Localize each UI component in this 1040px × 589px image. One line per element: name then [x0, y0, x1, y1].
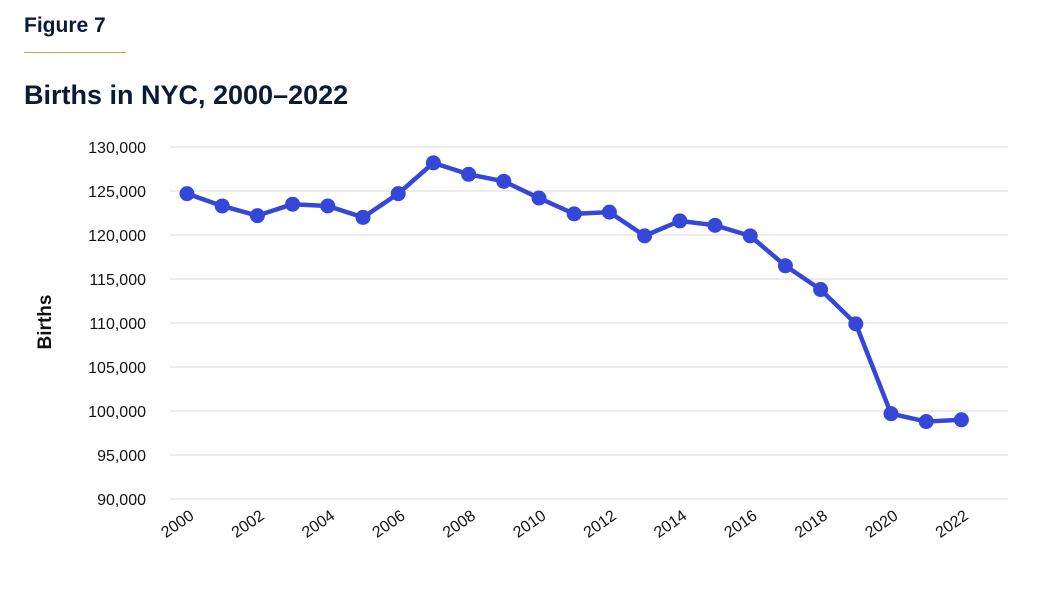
data-point	[214, 198, 230, 214]
data-point	[742, 228, 758, 244]
series-line	[186, 160, 962, 424]
data-point	[179, 186, 195, 202]
y-tick-label: 120,000	[88, 228, 146, 245]
data-point	[531, 190, 547, 206]
y-tick-label: 105,000	[88, 360, 146, 377]
data-point	[249, 208, 265, 224]
data-point	[813, 282, 829, 298]
data-point	[672, 213, 688, 229]
x-tick-label: 2010	[510, 507, 549, 541]
data-point	[707, 217, 723, 233]
figure-label-rule	[24, 52, 126, 53]
data-point	[496, 173, 512, 189]
y-tick-label: 90,000	[97, 492, 146, 509]
x-tick-label: 2016	[722, 507, 761, 541]
y-axis-label: Births	[35, 295, 56, 350]
y-tick-label: 130,000	[88, 140, 146, 157]
series-births	[179, 155, 969, 430]
data-point	[285, 196, 301, 212]
x-tick-label: 2002	[229, 507, 268, 541]
data-point	[953, 412, 969, 428]
x-tick-label: 2022	[933, 507, 972, 541]
x-tick-label: 2018	[792, 507, 831, 541]
x-tick-label: 2008	[440, 507, 479, 541]
grid-lines	[170, 146, 1008, 500]
y-tick-label: 110,000	[89, 316, 146, 333]
data-point	[390, 186, 406, 202]
x-tick-label: 2012	[581, 507, 620, 541]
y-axis-ticks: 90,000 95,000 100,000 105,000 110,000 115,000…	[88, 140, 146, 509]
data-point	[425, 155, 441, 171]
data-point	[355, 209, 371, 225]
y-tick-label: 100,000	[88, 404, 146, 421]
x-tick-label: 2004	[299, 507, 338, 541]
data-point	[777, 258, 793, 274]
y-tick-label: 115,000	[89, 272, 146, 289]
figure-label: Figure 7	[24, 14, 106, 37]
data-point	[601, 204, 617, 220]
data-point	[320, 198, 336, 214]
x-axis-ticks: 2000 2002 2004 2006 2008 2010 2012 2014 2016 2018…	[158, 507, 971, 541]
x-tick-label: 2006	[370, 507, 409, 541]
data-point	[637, 228, 653, 244]
data-point	[918, 414, 934, 430]
data-point	[883, 406, 899, 422]
x-tick-label: 2014	[651, 507, 690, 541]
x-tick-label: 2020	[862, 507, 901, 541]
y-tick-label: 95,000	[97, 448, 146, 465]
y-tick-label: 125,000	[88, 184, 146, 201]
chart-title: Births in NYC, 2000–2022	[24, 80, 349, 110]
x-tick-label: 2000	[158, 507, 197, 541]
data-point	[566, 206, 582, 222]
data-point	[461, 166, 477, 182]
data-point	[848, 316, 864, 332]
